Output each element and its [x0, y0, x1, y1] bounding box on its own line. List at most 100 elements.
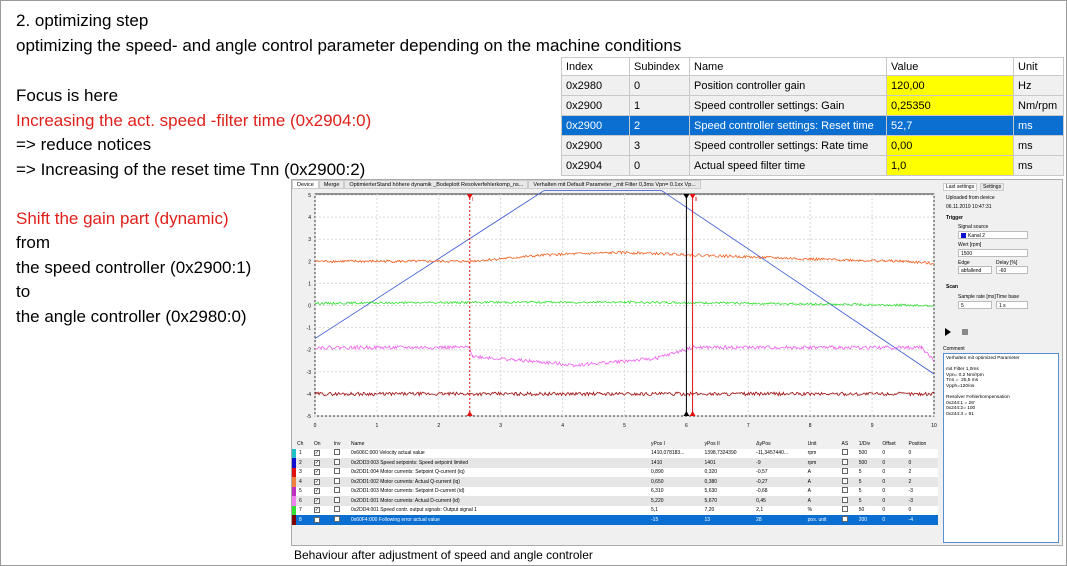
as-checkbox[interactable] [841, 468, 848, 475]
inv-checkbox[interactable] [333, 496, 340, 503]
cursor-handle[interactable] [689, 194, 696, 199]
as-checkbox[interactable] [841, 496, 848, 503]
delay-field[interactable]: -60 [996, 266, 1028, 274]
note-line: Focus is here [16, 86, 119, 105]
channel-column-header: 1/Div [855, 439, 880, 449]
channel-pos[interactable]: 2 [905, 467, 938, 477]
channel-div[interactable]: 500 [855, 458, 880, 468]
on-checkbox[interactable]: ✓ [313, 516, 320, 523]
channel-row[interactable]: 8 ✓ 0x60F4:000 Following error actual valu… [292, 515, 938, 525]
as-checkbox[interactable] [841, 458, 848, 465]
parameter-row[interactable]: 0x2900 3 Speed controller settings: Rate t… [561, 135, 1064, 156]
channel-div[interactable]: 5 [855, 467, 880, 477]
channel-pos[interactable]: 0 [905, 458, 938, 468]
tabs-0-tab[interactable]: Last settings [943, 183, 978, 191]
channel-offset[interactable]: 0 [879, 496, 906, 506]
on-checkbox[interactable]: ✓ [313, 459, 320, 466]
channel-row[interactable]: 3 ✓ 0x2DD1:004 Motor currents: Setpoint Q-… [292, 467, 938, 477]
channel-row[interactable]: 4 ✓ 0x2DD1:002 Motor currents: Actual Q-cu… [292, 477, 938, 487]
cell-value[interactable]: 52,7 [886, 115, 1014, 136]
as-checkbox[interactable] [841, 506, 848, 513]
x-tick-label: 10 [931, 423, 937, 429]
cursor-handle[interactable] [683, 411, 690, 416]
channel-unit: A [804, 496, 839, 506]
time-base-field[interactable]: 1 s [996, 301, 1028, 309]
inv-checkbox[interactable] [333, 487, 340, 494]
inv-checkbox[interactable] [333, 515, 340, 522]
on-checkbox[interactable]: ✓ [313, 450, 320, 457]
channel-div[interactable]: 500 [855, 448, 880, 458]
channel-y1: 0,890 [648, 467, 702, 477]
cursor-handle[interactable] [683, 194, 690, 199]
cursor-handle[interactable] [689, 411, 696, 416]
inv-checkbox[interactable] [333, 477, 340, 484]
channel-div[interactable]: 200 [855, 515, 880, 525]
cell-value[interactable]: 120,00 [886, 75, 1014, 96]
channel-dy: -11,3457440... [753, 448, 805, 458]
cell-value[interactable]: 0,25350 [886, 95, 1014, 116]
cell-value[interactable]: 1,0 [886, 155, 1014, 176]
channel-div[interactable]: 50 [855, 505, 880, 515]
cursor-handle[interactable] [466, 411, 473, 416]
channel-pos[interactable]: -3 [905, 486, 938, 496]
channel-pos[interactable]: 0 [905, 505, 938, 515]
parameter-row[interactable]: 0x2900 2 Speed controller settings: Reset … [561, 115, 1064, 136]
x-tick-label: 3 [499, 423, 502, 429]
on-checkbox[interactable]: ✓ [313, 507, 320, 514]
cursor-handle[interactable] [466, 194, 473, 199]
scope-tab[interactable]: OptimierterStand höhere dynamik _Bodeplo… [344, 180, 529, 189]
inv-checkbox[interactable] [333, 449, 340, 456]
parameter-row[interactable]: 0x2980 0 Position controller gain 120,00 Hz [561, 75, 1064, 96]
channel-row[interactable]: 5 ✓ 0x2DD1:003 Motor currents: Setpoint D-… [292, 486, 938, 496]
parameter-row[interactable]: 0x2900 1 Speed controller settings: Gain 0,… [561, 95, 1064, 116]
channel-offset[interactable]: 0 [879, 515, 906, 525]
channel-offset[interactable]: 0 [879, 505, 906, 515]
cell-value[interactable]: 0,00 [886, 135, 1014, 156]
stop-icon[interactable] [962, 329, 968, 335]
signal-source-field[interactable]: Kanal 2 [958, 231, 1028, 239]
channel-row[interactable]: 2 ✓ 0x2DD3:003 Speed setpoints: Speed setp… [292, 458, 938, 468]
channel-pos[interactable]: 0 [905, 448, 938, 458]
inv-checkbox[interactable] [333, 458, 340, 465]
channel-offset[interactable]: 0 [879, 477, 906, 487]
scope-tab[interactable]: Merge [318, 180, 345, 189]
channel-offset[interactable]: 0 [879, 486, 906, 496]
channel-offset[interactable]: 0 [879, 467, 906, 477]
channel-offset[interactable]: 0 [879, 458, 906, 468]
edge-field[interactable]: abfallend [958, 266, 992, 274]
channel-row[interactable]: 1 ✓ 0x606C:000 Velocity actual value 1410,0… [292, 448, 938, 458]
as-checkbox[interactable] [841, 477, 848, 484]
channel-div[interactable]: 5 [855, 477, 880, 487]
channel-y2: 0,320 [701, 467, 754, 477]
channel-div[interactable]: 5 [855, 486, 880, 496]
on-checkbox[interactable]: ✓ [313, 469, 320, 476]
cell-sub: 1 [629, 95, 690, 116]
channel-y1: -15 [648, 515, 702, 525]
channel-pos[interactable]: 2 [905, 477, 938, 487]
channel-div[interactable]: 5 [855, 496, 880, 506]
channel-pos[interactable]: -4 [905, 515, 938, 525]
channel-row[interactable]: 7 ✓ 0x2DD4:001 Speed contr. output signals… [292, 505, 938, 515]
on-checkbox[interactable]: ✓ [313, 478, 320, 485]
as-checkbox[interactable] [841, 449, 848, 456]
time-base-label-label: Time base [996, 294, 1020, 300]
on-checkbox[interactable]: ✓ [313, 488, 320, 495]
play-icon[interactable] [945, 328, 951, 336]
inv-checkbox[interactable] [333, 468, 340, 475]
tabs-1-tab[interactable]: Settings [980, 183, 1005, 191]
sample-rate-field[interactable]: 5 [958, 301, 992, 309]
y-tick-label: -1 [307, 326, 312, 332]
inv-checkbox[interactable] [333, 506, 340, 513]
channel-offset[interactable]: 0 [879, 448, 906, 458]
on-checkbox[interactable]: ✓ [313, 497, 320, 504]
wert-field[interactable]: 1500 [958, 249, 1028, 257]
scope-tab[interactable]: Verhalten mit Default Parameter _mit Fil… [528, 180, 701, 189]
channel-row[interactable]: 6 ✓ 0x2DD1:001 Motor currents: Actual D-cu… [292, 496, 938, 506]
channel-pos[interactable]: -3 [905, 496, 938, 506]
as-checkbox[interactable] [841, 487, 848, 494]
as-checkbox[interactable] [841, 515, 848, 522]
scope-tab[interactable]: Device [292, 180, 319, 189]
cell-sub: 0 [629, 75, 690, 96]
comment-textarea[interactable]: Verhalten mit optimized Parameter mit Fi… [943, 353, 1059, 543]
parameter-row[interactable]: 0x2904 0 Actual speed filter time 1,0 ms [561, 155, 1064, 176]
